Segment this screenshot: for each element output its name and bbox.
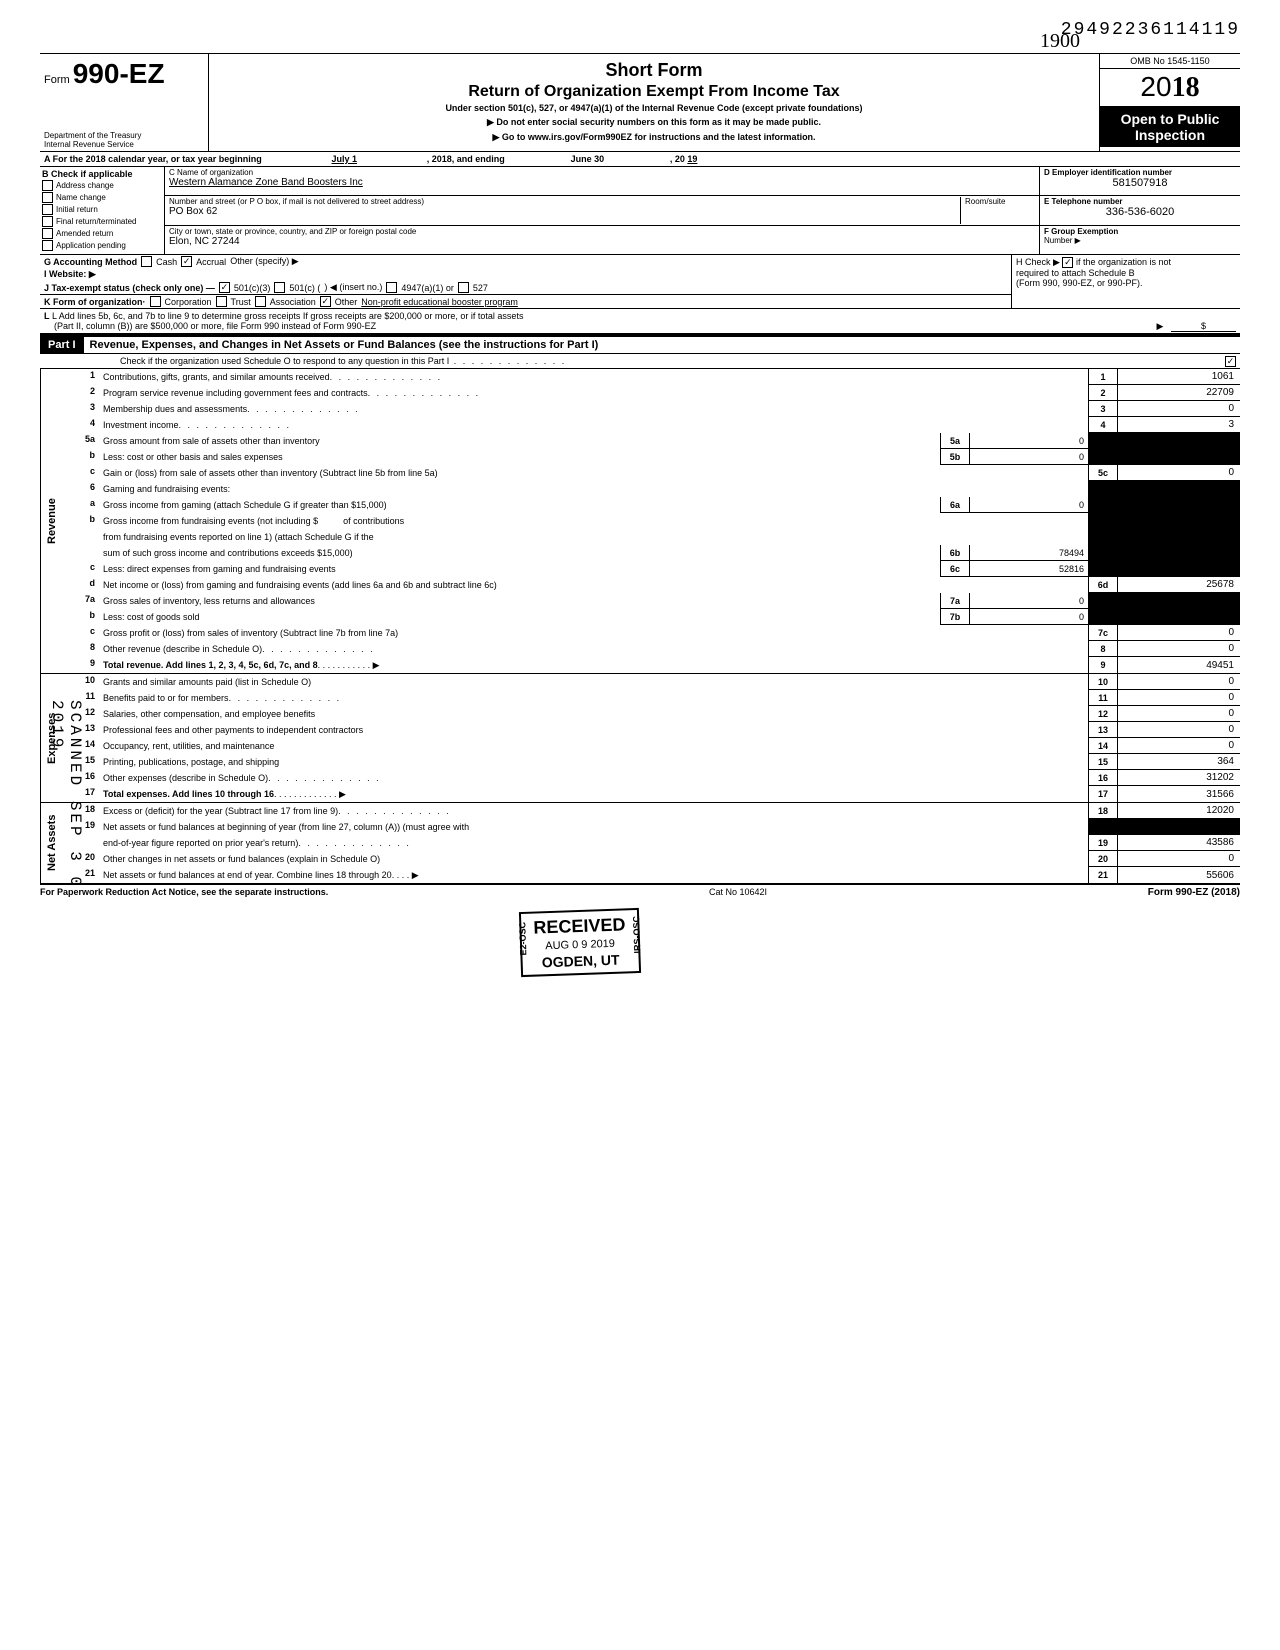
- line-2: Program service revenue including govern…: [101, 385, 1088, 401]
- cash-checkbox[interactable]: [141, 256, 152, 267]
- line-11: Benefits paid to or for members: [101, 690, 1088, 706]
- line-16: Other expenses (describe in Schedule O): [101, 770, 1088, 786]
- line-19b: end-of-year figure reported on prior yea…: [101, 835, 1088, 851]
- part1-label: Part I: [40, 337, 84, 353]
- line-10: Grants and similar amounts paid (list in…: [101, 674, 1088, 690]
- line-1: Contributions, gifts, grants, and simila…: [101, 369, 1088, 385]
- line-6: Gaming and fundraising events:: [101, 481, 1088, 497]
- h-block: H Check ▶ ✓ if the organization is not r…: [1011, 255, 1240, 308]
- form-org-label: K Form of organization·: [44, 297, 146, 307]
- street-label: Number and street (or P O box, if mail i…: [169, 197, 960, 206]
- line-5a: Gross amount from sale of assets other t…: [101, 433, 940, 449]
- accrual-checkbox[interactable]: ✓: [181, 256, 192, 267]
- col-b: B Check if applicable Address change Nam…: [40, 167, 165, 254]
- room-suite: Room/suite: [960, 197, 1035, 223]
- checkbox[interactable]: [42, 216, 53, 227]
- instruction-1: ▶ Do not enter social security numbers o…: [217, 117, 1091, 128]
- phone-row: E Telephone number 336-536-6020: [1040, 196, 1240, 225]
- line-6b: Gross income from fundraising events (no…: [101, 513, 1088, 529]
- checkbox-527[interactable]: [458, 282, 469, 293]
- received-stamp: RECEIVED AUG 0 9 2019 OGDEN, UT E2-OSC I…: [519, 908, 641, 977]
- form-year: 2018: [1100, 69, 1240, 107]
- dept: Department of the Treasury Internal Reve…: [44, 131, 141, 149]
- line-18: Excess or (deficit) for the year (Subtra…: [101, 803, 1088, 819]
- checkbox[interactable]: [42, 180, 53, 191]
- open-public: Open to Public Inspection: [1100, 107, 1240, 147]
- main-title: Return of Organization Exempt From Incom…: [217, 83, 1091, 101]
- line-7b: Less: cost of goods sold: [101, 609, 940, 625]
- part1-check: Check if the organization used Schedule …: [40, 354, 1240, 369]
- checkbox-other[interactable]: ✓: [320, 296, 331, 307]
- line-l: L L Add lines 5b, 6c, and 7b to line 9 t…: [40, 309, 1240, 335]
- checkbox-4947[interactable]: [386, 282, 397, 293]
- city-label: City or town, state or province, country…: [169, 227, 1035, 236]
- line-19a: Net assets or fund balances at beginning…: [101, 819, 1088, 835]
- checkbox-trust[interactable]: [216, 296, 227, 307]
- website-label: I Website: ▶: [44, 269, 96, 280]
- line-14: Occupancy, rent, utilities, and maintena…: [101, 738, 1088, 754]
- line-3: Membership dues and assessments: [101, 401, 1088, 417]
- line-20: Other changes in net assets or fund bala…: [101, 851, 1088, 867]
- line-6c: Less: direct expenses from gaming and fu…: [101, 561, 940, 577]
- instruction-2: ▶ Go to www.irs.gov/Form990EZ for instru…: [217, 132, 1091, 143]
- footer-mid: Cat No 10642I: [709, 887, 767, 898]
- checkbox[interactable]: [42, 204, 53, 215]
- line-12: Salaries, other compensation, and employ…: [101, 706, 1088, 722]
- line-7c: Gross profit or (loss) from sales of inv…: [101, 625, 1088, 641]
- checkbox[interactable]: [42, 192, 53, 203]
- short-form-title: Short Form: [217, 60, 1091, 81]
- line-8: Other revenue (describe in Schedule O): [101, 641, 1088, 657]
- group-exemption: F Group Exemption Number ▶: [1040, 226, 1240, 254]
- omb-no: OMB No 1545-1150: [1100, 54, 1240, 69]
- tax-status-label: J Tax-exempt status (check only one) —: [44, 283, 215, 293]
- checkbox-501c3[interactable]: ✓: [219, 282, 230, 293]
- org-name-row: C Name of organization Western Alamance …: [165, 167, 1039, 196]
- line-13: Professional fees and other payments to …: [101, 722, 1088, 738]
- line-4: Investment income: [101, 417, 1088, 433]
- line-6d: Net income or (loss) from gaming and fun…: [101, 577, 1088, 593]
- checkbox-assoc[interactable]: [255, 296, 266, 307]
- hand-year: 1900: [1040, 30, 1080, 52]
- row-a: A For the 2018 calendar year, or tax yea…: [40, 152, 1240, 167]
- checkbox-corp[interactable]: [150, 296, 161, 307]
- checkbox[interactable]: [42, 240, 53, 251]
- ein-row: D Employer identification number 5815079…: [1040, 167, 1240, 196]
- scanned-stamp: SCANNED SEP 3 0 2019: [48, 700, 84, 898]
- revenue-side: Revenue: [40, 369, 63, 673]
- line-6a: Gross income from gaming (attach Schedul…: [101, 497, 940, 513]
- form-number: Form 990-EZ: [44, 58, 204, 90]
- other-label: Other (specify) ▶: [230, 256, 298, 267]
- part1-title: Revenue, Expenses, and Changes in Net As…: [84, 337, 605, 353]
- line-5b: Less: cost or other basis and sales expe…: [101, 449, 940, 465]
- subtitle: Under section 501(c), 527, or 4947(a)(1)…: [217, 103, 1091, 113]
- line-9: Total revenue. Add lines 1, 2, 3, 4, 5c,…: [101, 657, 1088, 673]
- line-15: Printing, publications, postage, and shi…: [101, 754, 1088, 770]
- line-7a: Gross sales of inventory, less returns a…: [101, 593, 940, 609]
- line-17: Total expenses. Add lines 10 through 16 …: [101, 786, 1088, 802]
- checkbox[interactable]: [42, 228, 53, 239]
- city-val: Elon, NC 27244: [169, 236, 240, 247]
- line-5c: Gain or (loss) from sale of assets other…: [101, 465, 1088, 481]
- accounting-label: G Accounting Method: [44, 257, 137, 267]
- street-val: PO Box 62: [169, 206, 217, 217]
- footer-right: Form 990-EZ (2018): [1148, 887, 1240, 898]
- checkbox-501c[interactable]: [274, 282, 285, 293]
- org-type-val: Non-profit educational booster program: [361, 297, 518, 307]
- line-21: Net assets or fund balances at end of ye…: [101, 867, 1088, 883]
